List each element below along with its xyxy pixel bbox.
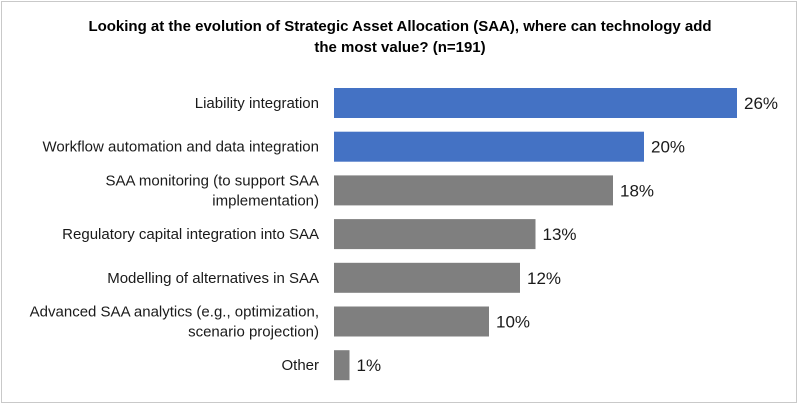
value-label-4: 12%: [527, 269, 561, 288]
bar-3: [334, 219, 536, 250]
category-label-4: Modelling of alternatives in SAA: [107, 270, 319, 287]
category-label-5-line-1: scenario projection): [188, 324, 319, 341]
value-label-1: 20%: [651, 138, 685, 157]
bar-1: [334, 131, 644, 162]
value-label-6: 1%: [357, 356, 382, 375]
bar-2: [334, 175, 613, 206]
category-label-6: Other: [281, 357, 319, 374]
category-label-4-line-0: Modelling of alternatives in SAA: [107, 270, 319, 287]
category-label-5-line-0: Advanced SAA analytics (e.g., optimizati…: [30, 304, 319, 321]
category-label-3: Regulatory capital integration into SAA: [62, 226, 319, 243]
category-label-2: SAA monitoring (to support SAA implementa…: [106, 172, 319, 209]
value-label-0: 26%: [744, 94, 778, 113]
chart-title-line-2: the most value? (n=191): [314, 39, 486, 56]
value-label-5: 10%: [496, 313, 530, 332]
bar-4: [334, 262, 520, 293]
bar-0: [334, 88, 737, 118]
chart-title-line-1: Looking at the evolution of Strategic As…: [88, 18, 712, 35]
category-label-2-line-0: SAA monitoring (to support SAA: [106, 172, 319, 189]
category-label-0-line-0: Liability integration: [195, 95, 319, 112]
bar-6: [334, 350, 350, 381]
category-label-0: Liability integration: [195, 95, 319, 112]
bar-5: [334, 306, 489, 337]
value-label-2: 18%: [620, 181, 654, 200]
value-label-3: 13%: [543, 225, 577, 244]
chart-title: Looking at the evolution of Strategic As…: [0, 16, 800, 58]
category-label-1-line-0: Workflow automation and data integration: [42, 139, 319, 156]
category-label-2-line-1: implementation): [212, 192, 319, 209]
category-label-1: Workflow automation and data integration: [42, 139, 319, 156]
category-label-3-line-0: Regulatory capital integration into SAA: [62, 226, 319, 243]
category-label-6-line-0: Other: [281, 357, 319, 374]
category-label-5: Advanced SAA analytics (e.g., optimizati…: [30, 304, 319, 341]
